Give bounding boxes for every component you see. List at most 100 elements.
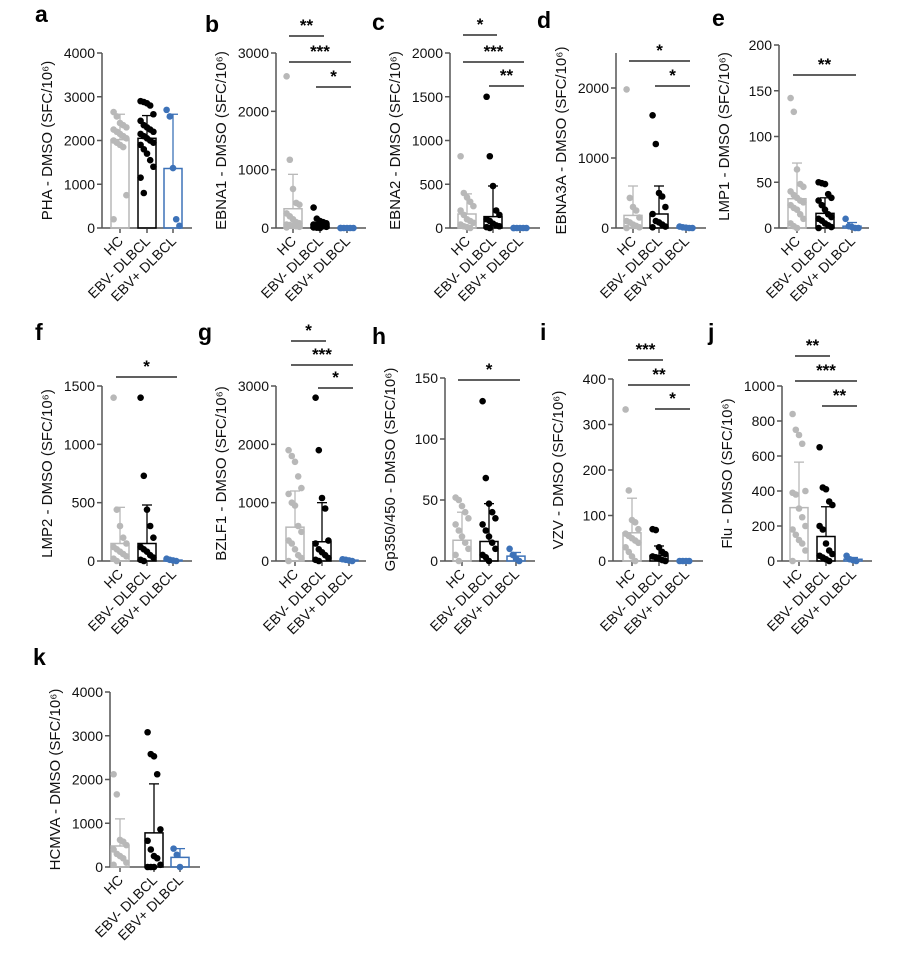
data-point xyxy=(626,194,634,202)
data-point xyxy=(144,728,151,736)
data-point xyxy=(286,156,294,164)
data-point xyxy=(291,502,299,509)
data-point xyxy=(113,506,121,513)
data-point xyxy=(110,861,117,869)
data-point xyxy=(662,203,669,211)
y-tick-label: 400 xyxy=(583,371,607,387)
data-point xyxy=(288,540,296,547)
y-tick-label: 0 xyxy=(435,220,443,236)
y-tick-label: 50 xyxy=(422,492,438,508)
significance-label: * xyxy=(669,66,676,85)
data-point xyxy=(116,522,124,530)
data-point xyxy=(123,540,130,547)
data-point xyxy=(325,537,332,544)
y-tick-label: 2000 xyxy=(72,772,103,788)
y-axis-label: EBNA1 - DMSO (SFC/10⁶) xyxy=(213,51,230,230)
data-point xyxy=(485,533,493,540)
data-point xyxy=(795,431,803,439)
data-point xyxy=(787,94,794,102)
data-point xyxy=(822,540,830,547)
data-point xyxy=(815,224,822,232)
data-point xyxy=(649,224,656,231)
data-point xyxy=(150,139,157,146)
data-point xyxy=(855,224,862,232)
data-point xyxy=(298,528,305,536)
data-point xyxy=(816,443,823,451)
data-point xyxy=(285,557,292,565)
panel-letter: d xyxy=(537,7,551,33)
data-point xyxy=(461,508,469,516)
data-point xyxy=(636,214,643,221)
panel-letter: b xyxy=(205,11,219,37)
data-point xyxy=(173,851,181,859)
data-point xyxy=(150,163,157,171)
data-point xyxy=(146,102,154,109)
y-axis-label: VZV - DMSO (SFC/10⁶) xyxy=(550,391,567,550)
data-point xyxy=(461,539,469,546)
data-point xyxy=(482,527,490,534)
data-point xyxy=(828,213,835,221)
panel-letter: j xyxy=(707,319,714,345)
data-point xyxy=(316,224,324,232)
y-tick-label: 100 xyxy=(415,431,439,447)
data-point xyxy=(625,487,633,494)
y-axis-label: EBNA3A - DMSO (SFC/10⁶) xyxy=(553,47,570,235)
significance-label: * xyxy=(477,15,484,34)
data-point xyxy=(798,513,806,521)
y-axis-label: BZLF1 - DMSO (SFC/10⁶) xyxy=(213,386,230,561)
data-point xyxy=(492,515,499,522)
data-point xyxy=(793,166,801,173)
data-point xyxy=(458,502,466,510)
data-point xyxy=(489,182,497,190)
data-point xyxy=(485,500,493,507)
data-point xyxy=(312,540,319,547)
data-point xyxy=(652,526,660,534)
significance-label: *** xyxy=(312,345,332,364)
data-point xyxy=(631,557,639,565)
data-point xyxy=(153,770,161,778)
y-tick-label: 2000 xyxy=(578,80,609,96)
significance-label: ** xyxy=(300,16,314,35)
significance-label: * xyxy=(669,389,676,408)
y-tick-label: 0 xyxy=(767,553,775,569)
data-point xyxy=(452,521,459,528)
y-tick-label: 500 xyxy=(72,495,96,511)
y-tick-label: 0 xyxy=(87,553,95,569)
significance-label: ** xyxy=(652,365,666,384)
data-point xyxy=(802,487,809,495)
data-point xyxy=(457,152,464,160)
data-point xyxy=(150,753,158,760)
y-tick-label: 100 xyxy=(583,508,607,524)
data-point xyxy=(455,527,463,534)
data-point xyxy=(150,554,157,561)
data-point xyxy=(815,197,822,204)
data-point xyxy=(176,863,184,871)
data-point xyxy=(146,156,154,164)
y-tick-label: 4000 xyxy=(72,684,103,700)
data-point xyxy=(496,211,503,219)
y-axis-label: LMP2 - DMSO (SFC/10⁶) xyxy=(39,389,56,558)
bar-1 xyxy=(649,213,669,229)
data-point xyxy=(662,550,669,558)
y-axis-label: Flu - DMSO (SFC/10⁶) xyxy=(719,398,736,548)
data-point xyxy=(479,397,486,405)
data-point xyxy=(283,224,290,231)
y-axis-label: Gp350/450 - DMSO (SFC/10⁶) xyxy=(382,368,399,572)
data-point xyxy=(137,174,144,181)
data-point xyxy=(143,150,151,157)
data-point xyxy=(296,223,303,231)
data-point xyxy=(623,224,630,232)
data-point xyxy=(123,124,130,131)
data-point xyxy=(485,557,493,565)
data-point xyxy=(496,222,503,230)
data-point xyxy=(632,207,640,214)
data-point xyxy=(825,557,833,565)
data-point xyxy=(315,557,323,565)
data-point xyxy=(792,426,800,434)
